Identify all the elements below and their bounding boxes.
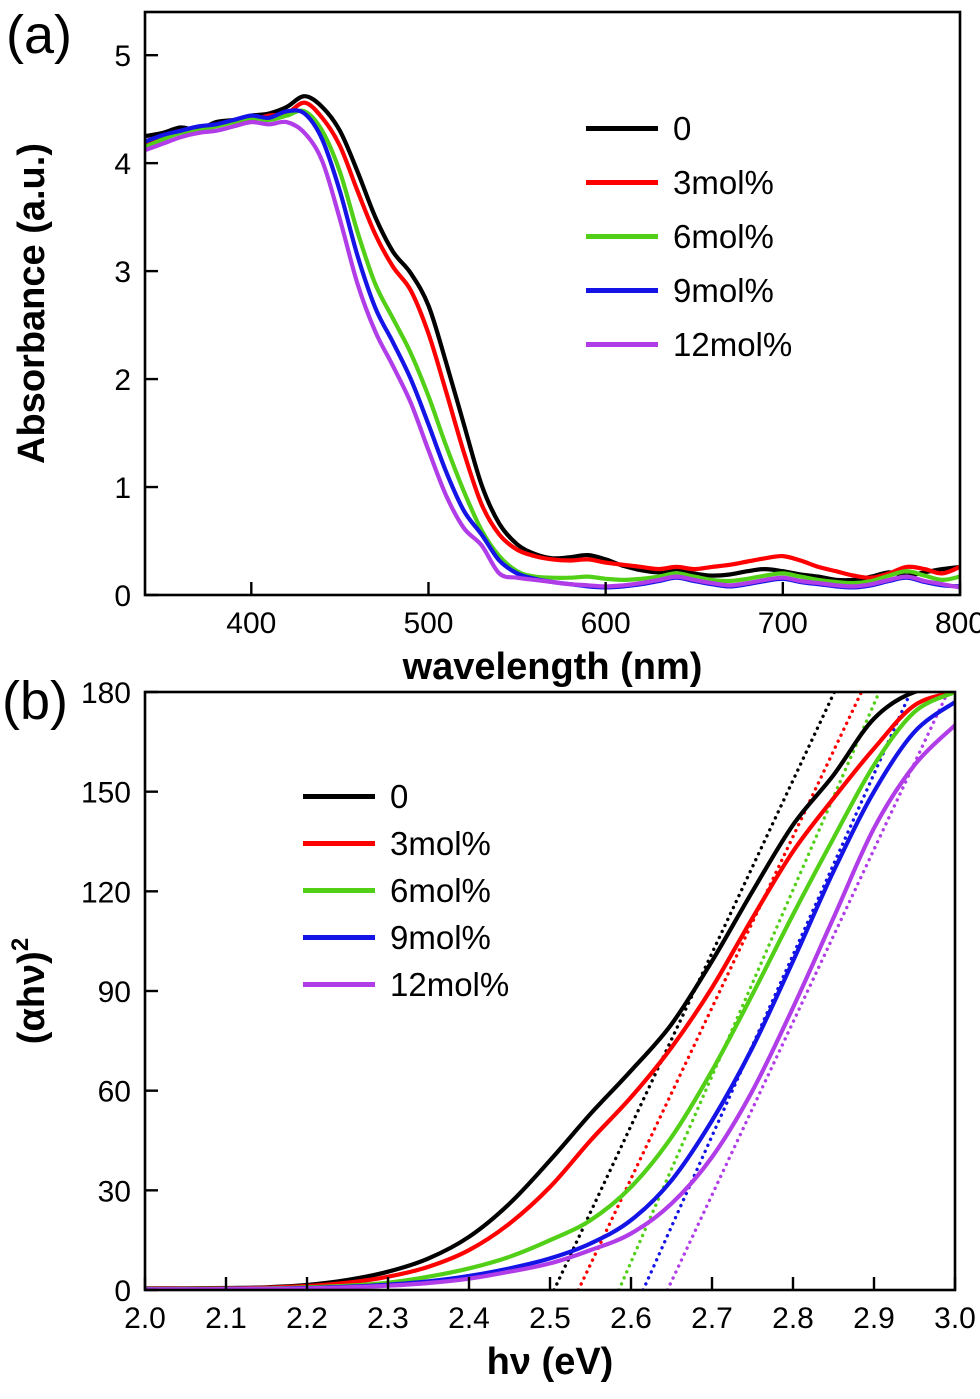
legend-item-12mol%: 12mol% [586, 326, 792, 363]
y-tick-label-a: 0 [114, 580, 131, 613]
y-axis-title-a: Absorbance (a.u.) [11, 143, 53, 464]
tangent-line-9mol% [641, 691, 913, 1291]
y-tick-label-a: 2 [114, 364, 131, 397]
legend-item-3mol%: 3mol% [303, 825, 509, 862]
x-tick-label-a: 700 [758, 607, 808, 640]
legend-swatch [586, 342, 658, 347]
legend-swatch [303, 841, 375, 846]
legend-swatch [303, 888, 375, 893]
panel-a-label: (a) [6, 5, 72, 65]
tangent-line-0 [552, 691, 837, 1291]
legend-swatch [586, 288, 658, 293]
plot-area-b [145, 691, 956, 1291]
legend-swatch [586, 126, 658, 131]
x-tick-label-b: 2.6 [610, 1302, 652, 1335]
legend-item-6mol%: 6mol% [303, 872, 509, 909]
legend-label: 0 [673, 109, 692, 147]
y-tick-label-b: 90 [98, 976, 131, 1009]
x-tick-label-b: 2.7 [691, 1302, 733, 1335]
series-line-6mol% [145, 691, 956, 1291]
legend-label: 9mol% [390, 918, 491, 956]
series-line-3mol% [145, 691, 956, 1291]
legend-item-9mol%: 9mol% [303, 919, 509, 956]
legend-label: 12mol% [390, 965, 510, 1003]
legend-item-0: 0 [303, 778, 509, 815]
plot-frame-b [143, 690, 957, 1292]
legend-swatch [303, 982, 375, 987]
legend-item-0: 0 [586, 110, 792, 147]
series-line-6mol% [145, 108, 961, 586]
legend-swatch [586, 234, 658, 239]
x-tick-label-a: 400 [226, 607, 276, 640]
y-tick-label-a: 3 [114, 256, 131, 289]
legend-label: 9mol% [673, 271, 774, 309]
y-tick-label-b: 150 [81, 777, 131, 810]
x-tick-label-b: 2.1 [205, 1302, 247, 1335]
y-tick-label-b: 0 [114, 1275, 131, 1308]
x-axis-title-a: wavelength (nm) [402, 646, 703, 688]
y-tick-label-a: 4 [114, 148, 131, 181]
legend-panel-a: 0 3mol% 6mol% 9mol% 12mol% [586, 110, 792, 363]
series-line-0 [145, 94, 961, 583]
x-tick-label-b: 2.0 [124, 1302, 166, 1335]
x-tick-label-b: 2.5 [529, 1302, 571, 1335]
y-tick-label-a: 5 [114, 40, 131, 73]
y-axis-title-b: (αhν)2 [7, 938, 53, 1044]
legend-label: 3mol% [390, 824, 491, 862]
plot-frame-a [143, 10, 962, 597]
x-axis-title-b: hν (eV) [487, 1341, 614, 1383]
legend-swatch [303, 794, 375, 799]
legend-swatch [303, 935, 375, 940]
legend-item-6mol%: 6mol% [586, 218, 792, 255]
y-tick-label-b: 30 [98, 1175, 131, 1208]
x-tick-label-b: 2.8 [772, 1302, 814, 1335]
x-tick-label-a: 500 [403, 607, 453, 640]
y-tick-label-b: 180 [81, 677, 131, 710]
y-tick-label-b: 60 [98, 1076, 131, 1109]
series-line-12mol% [145, 723, 956, 1291]
legend-panel-b: 0 3mol% 6mol% 9mol% 12mol% [303, 778, 509, 1003]
tangent-line-3mol% [576, 691, 864, 1291]
panel-b-label: (b) [2, 671, 68, 731]
legend-label: 12mol% [673, 325, 793, 363]
legend-item-9mol%: 9mol% [586, 272, 792, 309]
x-tick-label-b: 2.2 [286, 1302, 328, 1335]
y-tick-label-b: 120 [81, 876, 131, 909]
series-line-3mol% [145, 100, 961, 580]
series-line-0 [145, 691, 932, 1291]
y-tick-label-a: 1 [114, 472, 131, 505]
legend-item-12mol%: 12mol% [303, 966, 509, 1003]
legend-label: 6mol% [390, 871, 491, 909]
series-line-9mol% [145, 699, 956, 1291]
legend-label: 0 [390, 777, 409, 815]
legend-label: 6mol% [673, 217, 774, 255]
legend-label: 3mol% [673, 163, 774, 201]
tangent-line-6mol% [617, 691, 882, 1291]
legend-item-3mol%: 3mol% [586, 164, 792, 201]
x-tick-label-a: 600 [581, 607, 631, 640]
x-tick-label-b: 2.4 [448, 1302, 490, 1335]
legend-swatch [586, 180, 658, 185]
plot-area-a [145, 94, 961, 590]
x-tick-label-a: 800 [935, 607, 980, 640]
tangent-line-12mol% [665, 691, 951, 1291]
x-tick-label-b: 2.9 [853, 1302, 895, 1335]
x-tick-label-b: 3.0 [934, 1302, 976, 1335]
series-line-9mol% [145, 108, 961, 590]
x-tick-label-b: 2.3 [367, 1302, 409, 1335]
series-line-12mol% [145, 119, 961, 590]
